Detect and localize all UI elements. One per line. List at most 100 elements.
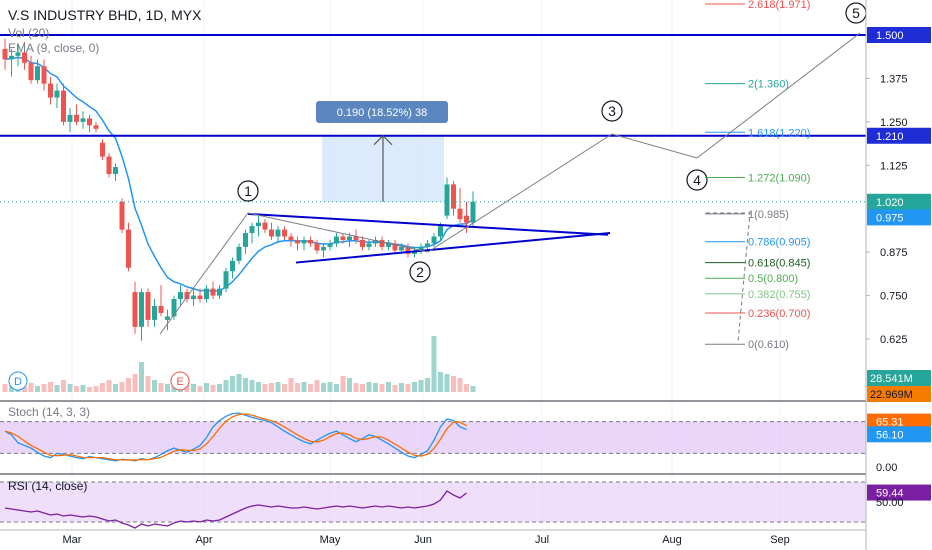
candle-body <box>262 222 268 230</box>
badge-last-price-bg <box>867 193 931 210</box>
rsi-line <box>4 490 467 529</box>
volume-bar <box>340 376 346 392</box>
candle-body <box>321 246 326 251</box>
volume-bar <box>106 380 112 392</box>
volume-bar <box>470 386 476 392</box>
volume-bar <box>191 384 196 392</box>
event-marker-D[interactable] <box>8 371 28 391</box>
candle-body <box>67 114 73 122</box>
fib-level-label: 0(0.610) <box>748 339 789 351</box>
volume-bar <box>444 374 450 392</box>
volume-bar <box>412 382 417 392</box>
candle-body <box>451 184 456 209</box>
event-marker-label: E <box>176 376 183 388</box>
volume-bar <box>54 385 60 392</box>
candle-body <box>54 90 60 98</box>
candle-body <box>256 222 261 227</box>
candle-body <box>158 305 164 313</box>
candle-body <box>314 243 320 251</box>
candle-body <box>113 167 118 174</box>
stoch-band <box>0 421 866 454</box>
volume-bar <box>22 387 27 392</box>
badge-line-lower: 1.210 <box>876 131 904 143</box>
wave-label: 1 <box>244 183 252 199</box>
candle-body <box>171 299 177 317</box>
measure-label: 0.190 (18.52%) 38 <box>337 107 428 119</box>
volume-bar <box>217 384 222 392</box>
candle-body <box>334 236 339 244</box>
rsi-ref-label: 50.00 <box>876 497 904 509</box>
volume-bar <box>28 383 34 392</box>
wave-marker-2 <box>409 261 431 283</box>
triangle-upper-line[interactable] <box>247 212 609 236</box>
volume-bar <box>113 384 118 392</box>
volume-bar <box>87 387 92 392</box>
volume-bar <box>100 383 105 392</box>
measure-arrow-head <box>373 134 393 146</box>
volume-bar <box>282 384 287 392</box>
candle-body <box>152 305 157 320</box>
candle-body <box>340 236 346 240</box>
candle-body <box>236 246 242 261</box>
candle-body <box>470 201 476 223</box>
badge-last-price: 1.020 <box>876 197 904 209</box>
rsi-badge: 59.44 <box>876 488 904 500</box>
volume-bar <box>451 376 456 392</box>
grid-layer <box>71 0 781 530</box>
candle-body <box>197 295 203 300</box>
volume-bar <box>314 380 320 392</box>
volume-bar <box>230 376 235 392</box>
candle-body <box>74 114 79 122</box>
price-tick-label: 0.625 <box>880 334 908 346</box>
volume-bar <box>132 374 138 392</box>
candle-body <box>119 201 125 230</box>
volume-bar <box>204 383 209 392</box>
price-tick-label: 0.750 <box>880 291 908 303</box>
time-tick-label: Jun <box>414 534 432 546</box>
time-tick-label: May <box>320 534 341 546</box>
fib-level-label: 2(1.360) <box>748 79 789 91</box>
triangle-lower-line[interactable] <box>295 232 611 264</box>
candle-body <box>444 184 450 216</box>
candle-body <box>178 292 183 300</box>
volume-bar <box>74 386 79 392</box>
event-marker-E[interactable] <box>170 371 190 391</box>
candle-body <box>425 243 430 247</box>
candle-body <box>373 239 378 244</box>
fib-anchor-line <box>706 212 751 343</box>
badge-line-upper: 1.500 <box>876 30 904 42</box>
volume-bar <box>152 380 157 392</box>
candle-body <box>399 246 404 251</box>
volume-bar <box>392 385 398 392</box>
wave-projection-path[interactable] <box>159 32 861 335</box>
volume-label: Vol (20) <box>8 26 49 40</box>
time-axis[interactable]: Mar Apr May Jun Jul Aug Sep <box>0 529 866 546</box>
candle-body <box>275 229 281 237</box>
candle-body <box>41 66 47 84</box>
candle-body <box>353 236 359 240</box>
candle-body <box>223 271 229 289</box>
stoch-d-line <box>4 413 467 461</box>
fib-level-label: 0.382(0.755) <box>748 289 810 301</box>
volume-bar <box>93 386 99 392</box>
candle-body <box>28 62 34 81</box>
volume-bar <box>275 382 281 392</box>
volume-bar <box>145 376 151 392</box>
volume-bar <box>405 384 411 392</box>
volume-bar <box>48 382 53 392</box>
stoch-k-line <box>4 412 467 462</box>
candle-body <box>35 66 40 81</box>
price-tick-label: 1.375 <box>880 73 908 85</box>
candle-body <box>48 83 53 98</box>
volume-bar <box>41 384 47 392</box>
volume-badge: 22.969M <box>870 389 913 401</box>
price-axis[interactable]: 1.375 1.250 1.125 0.875 0.750 0.625 1.500 1.210… <box>865 0 931 550</box>
candle-body <box>106 156 112 174</box>
candle-body <box>165 316 170 320</box>
volume-bar <box>373 383 378 392</box>
fib-level-label: 2.618(1.971) <box>748 0 810 11</box>
volume-bar <box>9 386 14 392</box>
candle-body <box>145 292 151 320</box>
